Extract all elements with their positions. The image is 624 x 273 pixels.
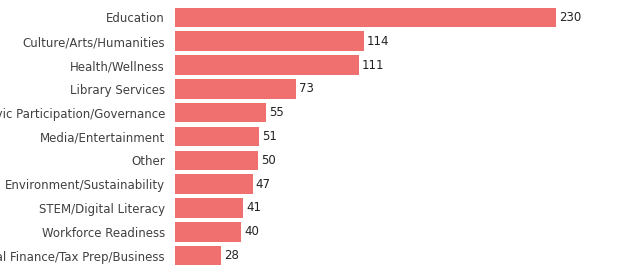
Bar — [175, 8, 555, 27]
Bar — [175, 55, 359, 75]
Text: 55: 55 — [269, 106, 284, 119]
Bar — [175, 246, 221, 265]
Text: 50: 50 — [261, 154, 276, 167]
Bar — [175, 150, 258, 170]
Bar — [175, 103, 266, 123]
Bar — [175, 198, 243, 218]
Bar — [175, 222, 241, 242]
Text: 230: 230 — [559, 11, 581, 24]
Bar — [175, 174, 253, 194]
Bar — [175, 31, 364, 51]
Text: 41: 41 — [246, 201, 261, 215]
Text: 47: 47 — [256, 178, 271, 191]
Text: 28: 28 — [225, 249, 239, 262]
Text: 51: 51 — [263, 130, 277, 143]
Text: 111: 111 — [362, 58, 384, 72]
Text: 73: 73 — [299, 82, 314, 95]
Bar — [175, 127, 259, 146]
Text: 40: 40 — [244, 225, 259, 238]
Text: 114: 114 — [367, 35, 389, 48]
Bar — [175, 79, 296, 99]
